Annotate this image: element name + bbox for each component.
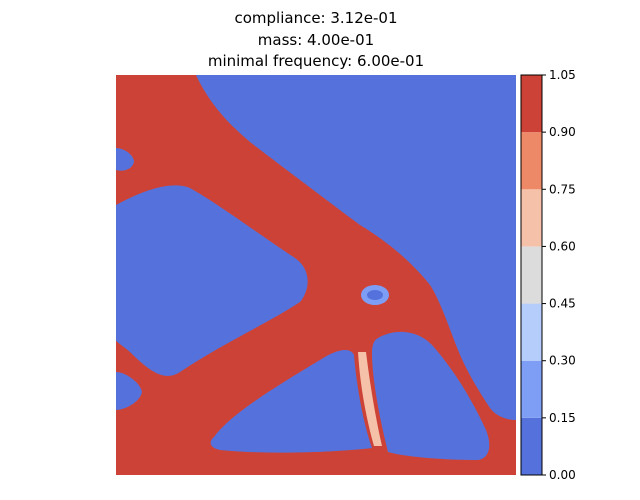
colorbar-band-1 <box>521 360 542 418</box>
void-region-top-right <box>196 75 516 420</box>
colorbar-tick-label: 0.00 <box>549 468 576 482</box>
colorbar-band-2 <box>521 303 542 361</box>
colorbar-band-6 <box>521 75 542 133</box>
void-region-bottom-left <box>116 372 142 410</box>
colorbar-tick-label: 0.75 <box>549 182 576 196</box>
transition-strip <box>358 352 382 446</box>
colorbar-frame <box>520 74 543 476</box>
void-region-bottom-middle <box>210 349 372 453</box>
colorbar-tick-label: 0.30 <box>549 354 576 368</box>
colorbar-tick-label: 0.45 <box>549 297 576 311</box>
void-region-top-left <box>116 148 134 171</box>
colorbar-tick-label: 0.60 <box>549 239 576 253</box>
colorbar-band-0 <box>521 417 542 475</box>
heatmap-field <box>116 75 516 475</box>
colorbar-band-3 <box>521 246 542 304</box>
colorbar-ticks: 0.00 0.15 0.30 0.45 0.60 0.75 0.90 1.05 <box>542 68 576 482</box>
colorbar-band-5 <box>521 132 542 190</box>
void-region-left <box>116 185 308 376</box>
colorbar <box>521 75 542 475</box>
chart-title-mass: mass: 4.00e-01 <box>257 31 375 49</box>
colorbar-tick-label: 0.15 <box>549 411 576 425</box>
colorbar-band-4 <box>521 189 542 247</box>
void-region-bottom-right <box>372 331 490 460</box>
colorbar-tick-label: 0.90 <box>549 125 576 139</box>
chart-title-frequency: minimal frequency: 6.00e-01 <box>207 52 425 70</box>
chart-title-compliance: compliance: 3.12e-01 <box>234 9 398 27</box>
colorbar-tick-label: 1.05 <box>549 68 576 82</box>
